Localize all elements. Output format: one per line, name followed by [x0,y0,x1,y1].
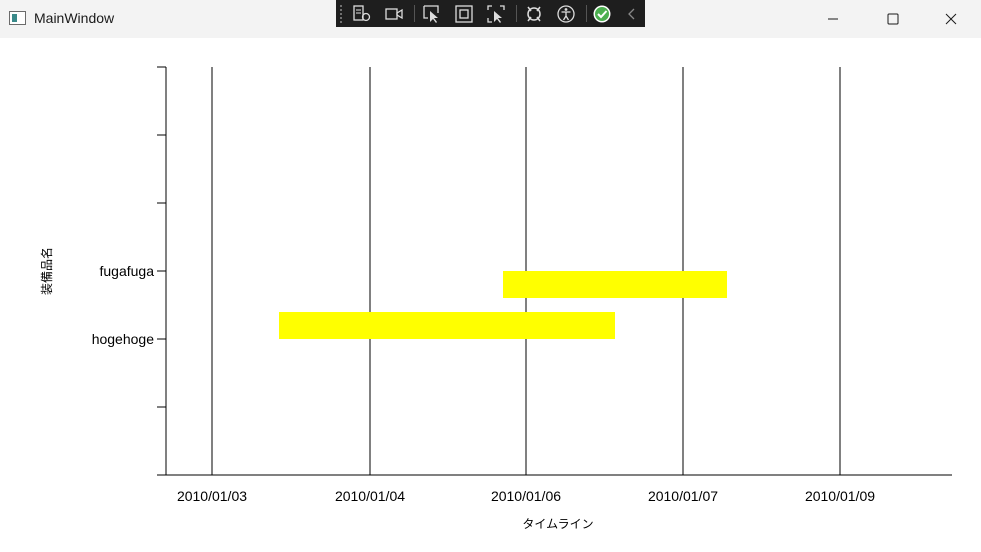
y-tick-label: hogehoge [92,331,155,347]
toolbar-separator [516,5,517,22]
toolbar-separator [414,5,415,22]
record-icon[interactable] [384,4,404,24]
y-axis-title: 装備品名 [39,247,54,295]
title-bar[interactable]: MainWindow [0,0,981,38]
x-tick-label: 2010/01/07 [648,488,718,504]
x-tick-label: 2010/01/04 [335,488,405,504]
minimize-button[interactable] [810,0,856,38]
close-button[interactable] [928,0,974,38]
accessibility-icon[interactable] [556,4,576,24]
close-icon [945,13,957,25]
hot-reload-icon[interactable] [524,4,544,24]
select-element-icon[interactable] [422,4,442,24]
maximize-icon [887,13,899,25]
maximize-button[interactable] [870,0,916,38]
x-tick-label: 2010/01/06 [491,488,561,504]
x-tick-label: 2010/01/09 [805,488,875,504]
window-title: MainWindow [34,10,115,26]
display-layout-adorners-icon[interactable] [454,4,474,24]
y-tick-label: fugafuga [100,263,155,279]
toolbar-grip-icon[interactable] [339,4,343,23]
timeline-bar [503,271,727,298]
track-focus-icon[interactable] [486,4,506,24]
toolbar-separator [586,5,587,22]
binding-check-icon[interactable] [592,4,612,24]
app-window-icon [9,11,26,25]
debug-toolbar [336,0,645,27]
collapse-chevron-icon[interactable] [622,4,642,24]
x-axis-title: タイムライン [522,517,593,531]
x-tick-label: 2010/01/03 [177,488,247,504]
visual-tree-icon[interactable] [352,4,372,24]
chart-canvas: 2010/01/03 2010/01/04 2010/01/06 2010/01/07… [39,66,952,531]
timeline-bar [279,312,615,339]
timeline-chart: 2010/01/03 2010/01/04 2010/01/06 2010/01/07… [0,38,981,552]
minimize-icon [828,18,838,20]
